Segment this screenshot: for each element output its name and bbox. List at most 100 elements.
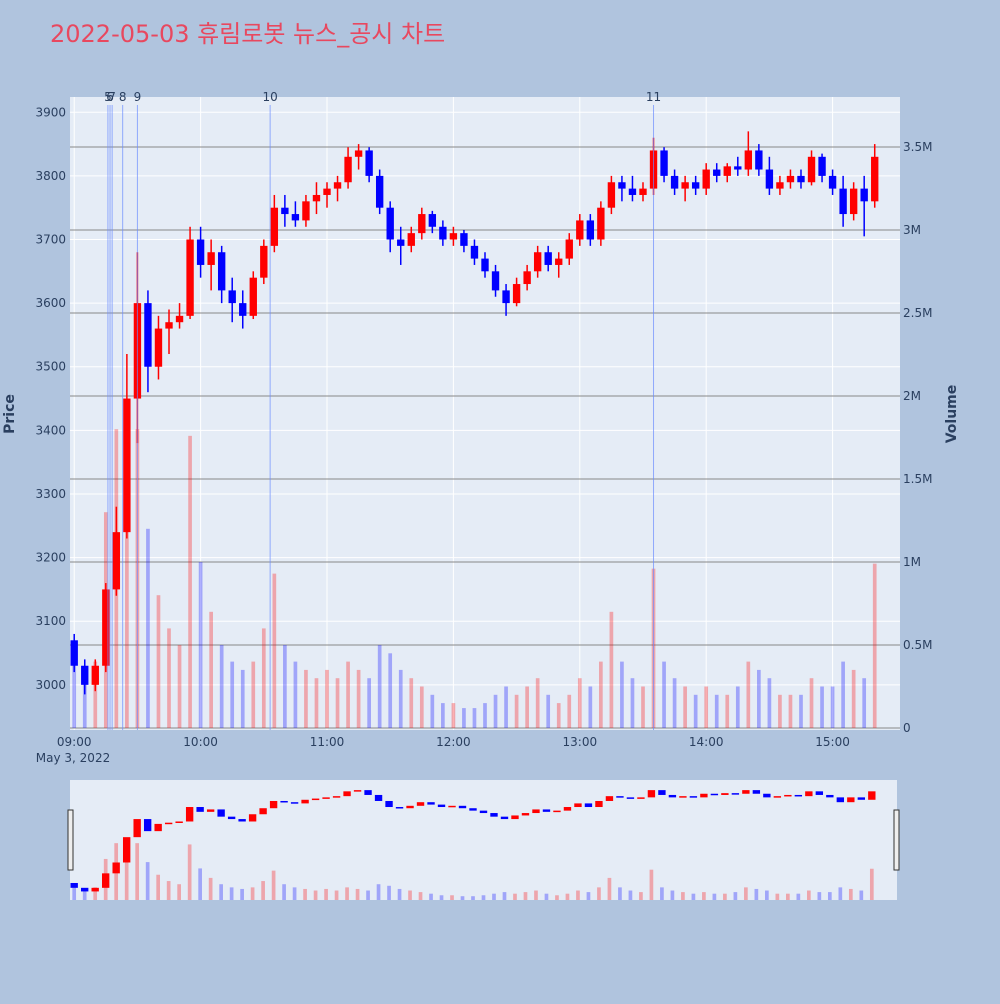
- slider-volume: [712, 893, 717, 900]
- candle-body: [765, 169, 774, 189]
- range-slider[interactable]: [70, 780, 897, 900]
- candle-body: [828, 175, 837, 189]
- slider-volume: [848, 888, 853, 900]
- slider-volume: [555, 895, 559, 900]
- slider-handle[interactable]: [893, 809, 900, 871]
- y-tick-label: 3000: [35, 678, 66, 692]
- slider-volume: [702, 892, 706, 900]
- candle-body: [70, 640, 78, 666]
- volume-bar: [577, 678, 582, 728]
- slider-volume: [670, 890, 675, 900]
- y2-axis-title: Volume: [944, 385, 960, 444]
- slider-candle: [206, 809, 215, 812]
- candle-body: [607, 182, 616, 208]
- volume-bar: [872, 563, 877, 728]
- y-tick-label: 3100: [35, 614, 66, 628]
- slider-candle: [143, 819, 152, 832]
- volume-bar: [93, 661, 98, 728]
- volume-bar: [398, 669, 403, 728]
- volume-bar: [630, 678, 635, 728]
- news-label: 10: [262, 90, 277, 104]
- candle-body: [670, 175, 679, 189]
- volume-bar: [82, 678, 87, 728]
- volume-bar: [188, 435, 192, 728]
- slider-candle: [70, 882, 78, 888]
- y-tick-label: 3500: [35, 360, 66, 374]
- slider-candle: [290, 802, 299, 804]
- volume-bar: [535, 678, 540, 728]
- volume-bar: [72, 645, 77, 728]
- slider-handle[interactable]: [67, 809, 74, 871]
- candle-body: [449, 233, 458, 240]
- volume-bar: [335, 678, 340, 728]
- slider-candle: [343, 791, 351, 797]
- volume-bar: [472, 708, 477, 728]
- slider-candle: [269, 800, 278, 809]
- slider-volume: [523, 892, 528, 900]
- slider-volume: [429, 893, 433, 900]
- slider-candle: [595, 800, 603, 808]
- slider-volume: [387, 885, 391, 900]
- slider-candle: [868, 791, 876, 800]
- slider-candle: [322, 797, 330, 799]
- volume-bar: [367, 678, 371, 728]
- slider-candle: [500, 816, 509, 820]
- candle-body: [260, 245, 268, 278]
- slider-volume: [618, 887, 622, 900]
- slider-volume: [240, 888, 244, 900]
- x-tick-label: 09:00: [57, 735, 92, 749]
- volume-bar: [356, 669, 361, 728]
- slider-candle: [238, 819, 246, 822]
- candle-body: [544, 252, 552, 265]
- volume-bar: [725, 694, 730, 728]
- slider-volume: [513, 893, 517, 900]
- news-label: 8: [119, 90, 127, 104]
- slider-candle: [196, 807, 204, 812]
- volume-bar: [219, 645, 224, 728]
- volume-bar: [261, 628, 266, 728]
- candle-body: [281, 207, 289, 215]
- slider-candle: [679, 796, 687, 798]
- slider-candle: [574, 803, 582, 808]
- slider-candle: [668, 794, 677, 798]
- slider-candle: [154, 823, 162, 832]
- volume-bar: [714, 694, 719, 728]
- slider-volume: [93, 887, 98, 900]
- slider-candle: [731, 793, 740, 795]
- slider-volume: [597, 887, 601, 900]
- slider-volume: [733, 892, 738, 900]
- x-tick-label: 10:00: [183, 735, 218, 749]
- candle-body: [386, 207, 394, 240]
- news-label: 7: [108, 90, 116, 104]
- volume-bar: [377, 645, 382, 728]
- slider-candle: [479, 810, 488, 814]
- candle-body: [555, 258, 563, 265]
- slider-volume: [649, 869, 654, 900]
- slider-volume: [292, 887, 297, 900]
- candle-body: [428, 214, 437, 227]
- volume-bar: [556, 703, 561, 728]
- candle-body: [491, 271, 500, 291]
- candle-body: [228, 290, 236, 304]
- slider-candle: [773, 796, 782, 798]
- slider-candle: [815, 791, 824, 795]
- candle-body: [196, 239, 205, 265]
- slider-candle: [794, 794, 803, 797]
- slider-volume: [806, 890, 811, 900]
- slider-candle: [784, 794, 792, 797]
- volume-bar: [757, 669, 761, 728]
- volume-bar: [209, 611, 213, 728]
- volume-bar: [451, 703, 456, 728]
- volume-bar: [567, 694, 572, 728]
- slider-volume: [145, 862, 150, 900]
- slider-volume: [565, 893, 570, 900]
- volume-bar: [820, 686, 824, 728]
- slider-candle: [721, 793, 729, 795]
- slider-volume: [282, 884, 286, 900]
- slider-candle: [763, 793, 771, 798]
- volume-bar: [514, 694, 519, 728]
- slider-candle: [91, 887, 99, 892]
- volume-bar: [272, 573, 277, 728]
- slider-volume: [250, 887, 255, 900]
